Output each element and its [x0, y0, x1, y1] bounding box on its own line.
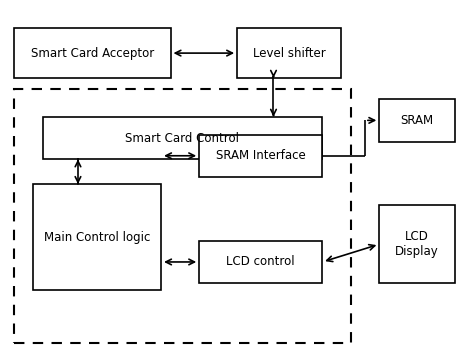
Text: LCD
Display: LCD Display [395, 230, 439, 258]
Bar [237, 28, 341, 78]
Bar [33, 184, 161, 290]
Text: Smart Card Control: Smart Card Control [126, 132, 239, 144]
Text: Level shifter: Level shifter [253, 47, 326, 59]
Text: LCD control: LCD control [227, 256, 295, 268]
Text: Main Control logic: Main Control logic [44, 231, 150, 244]
Text: SRAM Interface: SRAM Interface [216, 149, 306, 162]
Bar [14, 88, 351, 343]
Bar [199, 135, 322, 177]
Bar [379, 99, 455, 142]
Bar [43, 117, 322, 159]
Bar [199, 241, 322, 283]
Bar [14, 28, 171, 78]
Bar [379, 205, 455, 283]
Text: SRAM: SRAM [401, 114, 434, 127]
Text: Smart Card Acceptor: Smart Card Acceptor [31, 47, 154, 59]
